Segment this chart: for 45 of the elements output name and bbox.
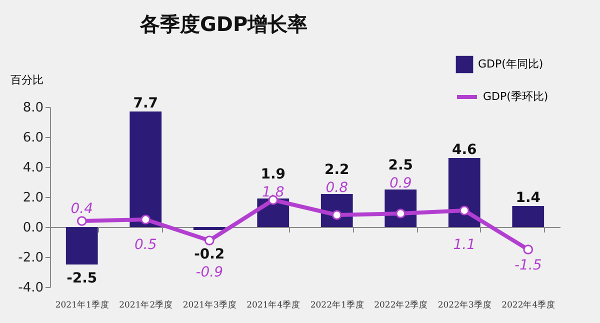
y-tick-label: 6.0 <box>22 130 44 146</box>
data-label: 1.4 <box>516 190 541 206</box>
point <box>459 206 470 216</box>
x-tick-label: 2022年3季度 <box>438 300 492 310</box>
data-label: 0.5 <box>134 237 157 253</box>
y-tick-label: 4.0 <box>22 160 44 176</box>
bar <box>130 112 162 227</box>
x-tick-label: 2021年1季度 <box>55 300 110 310</box>
bar <box>512 206 544 227</box>
y-axis-title: 百分比 <box>10 74 44 86</box>
data-label: 2.2 <box>324 162 350 178</box>
data-label: 0.8 <box>326 180 348 196</box>
data-label: -0.9 <box>196 264 224 280</box>
bar <box>448 158 480 227</box>
legend-label: GDP(季环比) <box>483 90 548 103</box>
legend-label: GDP(年同比) <box>478 58 544 70</box>
x-tick-label: 2022年4季度 <box>502 300 556 310</box>
bar <box>66 227 98 264</box>
point <box>523 244 534 254</box>
y-tick-label: -2.0 <box>18 250 44 266</box>
x-tick-label: 2021年3季度 <box>182 300 237 310</box>
data-label: 1.9 <box>260 166 286 182</box>
data-label: 4.6 <box>452 142 477 158</box>
data-label: -1.5 <box>514 258 542 274</box>
point <box>204 236 214 246</box>
x-tick-label: 2021年2季度 <box>119 300 174 310</box>
point <box>76 216 87 226</box>
bar <box>193 227 226 230</box>
y-tick-label: 2.0 <box>22 190 44 206</box>
x-tick-label: 2022年2季度 <box>374 300 428 310</box>
y-tick-label: 8.0 <box>22 100 44 116</box>
y-tick-label: 0.0 <box>22 220 44 236</box>
data-label: 7.7 <box>133 96 158 112</box>
data-label: 1.1 <box>453 237 476 253</box>
chart-title: 各季度GDP增长率 <box>139 12 308 36</box>
y-tick-label: -4.0 <box>18 280 44 296</box>
data-label: 0.9 <box>389 176 412 192</box>
data-label: 0.4 <box>70 201 94 217</box>
data-label: -2.5 <box>66 270 98 286</box>
data-label: 1.8 <box>262 184 284 200</box>
data-label: -0.2 <box>194 246 225 262</box>
x-tick-label: 2021年4季度 <box>246 300 301 310</box>
data-label: 2.5 <box>388 158 414 174</box>
x-tick-label: 2022年1季度 <box>310 300 364 310</box>
point <box>140 214 151 224</box>
